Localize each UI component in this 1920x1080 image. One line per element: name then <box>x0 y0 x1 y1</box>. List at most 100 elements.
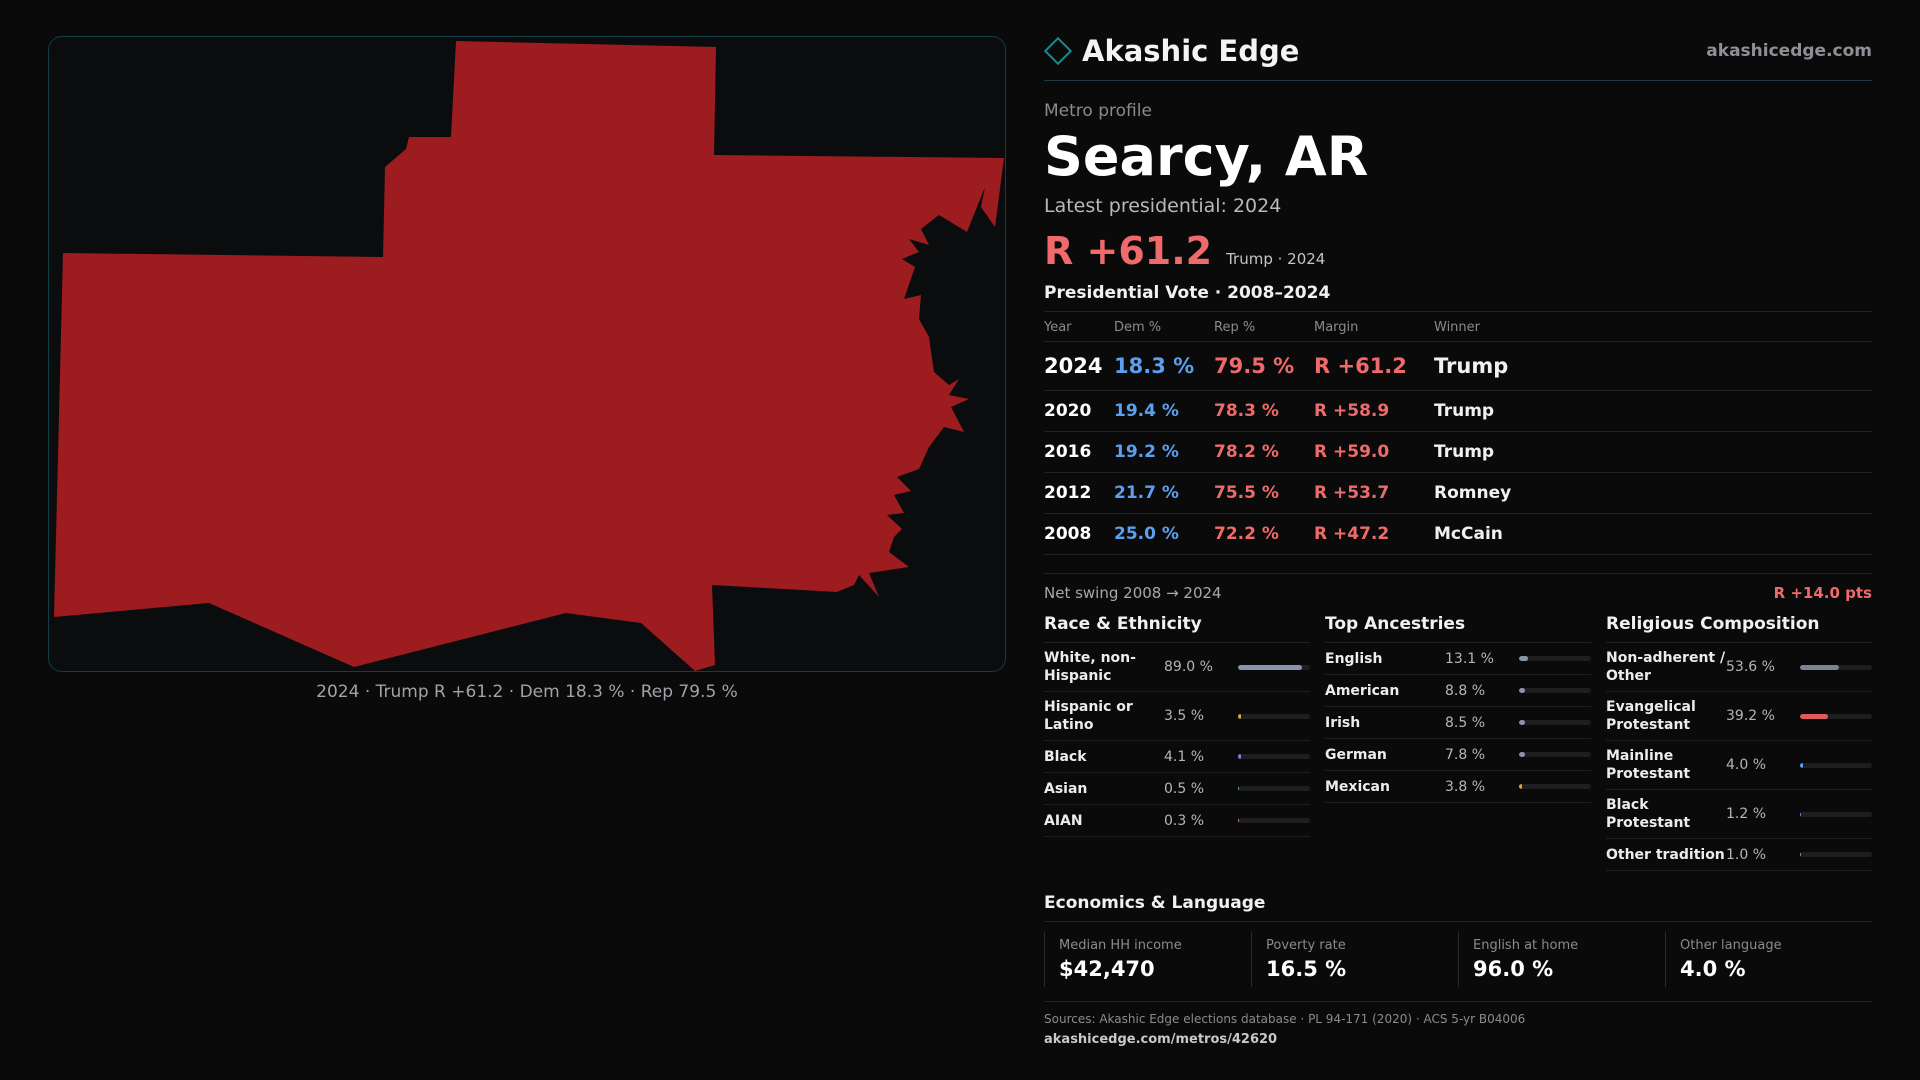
race-value: 0.3 % <box>1164 812 1205 829</box>
brand-name: Akashic Edge <box>1082 34 1300 68</box>
religion-value: 1.0 % <box>1726 846 1767 863</box>
cell-rep: 72.2 % <box>1214 513 1314 555</box>
economics-stat-label: Poverty rate <box>1266 938 1346 953</box>
religion-row: Black Protestant 1.2 % <box>1606 790 1872 839</box>
economics-stat-label: Other language <box>1680 938 1782 953</box>
religion-label: Mainline Protestant <box>1606 748 1691 782</box>
demographics: Race & Ethnicity White, non-Hispanic 89.0… <box>1044 614 1872 871</box>
profile-panel: Akashic Edge akashicedge.com Metro profi… <box>1043 30 1872 1047</box>
ancestry-bar-fill <box>1519 752 1525 757</box>
col-dem: Dem % <box>1114 312 1214 342</box>
ancestry-value: 8.5 % <box>1445 714 1486 731</box>
religion-bar-fill <box>1800 852 1802 857</box>
cell-rep: 75.5 % <box>1214 472 1314 514</box>
religion-label: Other tradition <box>1606 846 1725 863</box>
metro-title: Searcy, AR <box>1044 125 1369 188</box>
sources-text: Sources: Akashic Edge elections database… <box>1044 1012 1526 1026</box>
economics-stats: Median HH income $42,470 Poverty rate 16.5 … <box>1044 932 1872 987</box>
ancestry-label: Mexican <box>1325 778 1390 795</box>
cell-winner: McCain <box>1434 513 1872 555</box>
map-caption: 2024 · Trump R +61.2 · Dem 18.3 % · Rep … <box>316 682 738 702</box>
economics-stat: Median HH income $42,470 <box>1044 932 1251 987</box>
headline-margin-value: R +61.2 <box>1044 229 1213 273</box>
cell-margin: R +47.2 <box>1314 513 1434 555</box>
religion-label: Black Protestant <box>1606 797 1691 831</box>
cell-margin: R +58.9 <box>1314 390 1434 432</box>
ancestry-label: American <box>1325 682 1400 699</box>
col-rep: Rep % <box>1214 312 1314 342</box>
race-bar-fill <box>1238 786 1240 791</box>
economics-title: Economics & Language <box>1044 893 1872 922</box>
race-label: AIAN <box>1044 812 1083 829</box>
cell-margin: R +53.7 <box>1314 472 1434 514</box>
ancestry-row: American 8.8 % <box>1325 675 1591 707</box>
ancestry-label: English <box>1325 650 1383 667</box>
race-section: Race & Ethnicity White, non-Hispanic 89.0… <box>1044 614 1310 871</box>
religion-bar-track <box>1800 811 1872 817</box>
ancestry-bar-fill <box>1519 784 1522 789</box>
cell-winner: Trump <box>1434 341 1872 391</box>
brand-url-link[interactable]: akashicedge.com <box>1706 41 1872 61</box>
ancestry-row: English 13.1 % <box>1325 643 1591 675</box>
religion-bar-fill <box>1800 713 1829 719</box>
religion-bar-track <box>1800 664 1872 670</box>
cell-margin: R +59.0 <box>1314 431 1434 473</box>
sources-url-link[interactable]: akashicedge.com/metros/42620 <box>1044 1032 1278 1047</box>
race-bar-track <box>1238 713 1310 719</box>
economics-stat-value: 16.5 % <box>1266 957 1347 981</box>
net-swing-value: R +14.0 pts <box>1773 584 1872 602</box>
ancestry-row: German 7.8 % <box>1325 739 1591 771</box>
ancestry-value: 3.8 % <box>1445 778 1486 795</box>
ancestry-row: Mexican 3.8 % <box>1325 771 1591 803</box>
presidential-table: Year Dem % Rep % Margin Winner 2024 18.3 … <box>1044 312 1872 555</box>
county-shape-svg <box>54 41 1004 671</box>
ancestry-bar-fill <box>1519 688 1526 693</box>
religion-bar-track <box>1800 713 1872 719</box>
race-bar-track <box>1238 664 1310 670</box>
cell-dem: 18.3 % <box>1114 341 1214 391</box>
ancestry-section: Top Ancestries English 13.1 % American 8.8 … <box>1325 614 1591 871</box>
race-bar-track <box>1238 818 1310 823</box>
ancestry-title: Top Ancestries <box>1325 614 1591 643</box>
county-map <box>48 36 1006 672</box>
religion-value: 39.2 % <box>1726 708 1775 724</box>
race-row: White, non-Hispanic 89.0 % <box>1044 643 1310 692</box>
ancestry-bar-fill <box>1519 656 1529 661</box>
net-swing-label: Net swing 2008 → 2024 <box>1044 584 1222 602</box>
religion-value: 4.0 % <box>1726 757 1767 773</box>
economics-stat: Poverty rate 16.5 % <box>1251 932 1458 987</box>
col-year: Year <box>1044 312 1114 342</box>
cell-year: 2012 <box>1044 472 1114 514</box>
cell-year: 2008 <box>1044 513 1114 555</box>
cell-rep: 79.5 % <box>1214 341 1314 391</box>
county-shape <box>54 41 1004 671</box>
race-value: 4.1 % <box>1164 748 1205 765</box>
ancestry-bar-track <box>1519 752 1591 757</box>
presidential-header-row: Year Dem % Rep % Margin Winner <box>1044 312 1872 342</box>
ancestry-value: 7.8 % <box>1445 746 1486 763</box>
presidential-row: 2016 19.2 % 78.2 % R +59.0 Trump <box>1044 431 1872 473</box>
ancestry-value: 8.8 % <box>1445 682 1486 699</box>
diamond-logo-icon <box>1043 36 1073 66</box>
economics-stat-value: 96.0 % <box>1473 957 1554 981</box>
religion-row: Evangelical Protestant 39.2 % <box>1606 692 1872 741</box>
race-value: 3.5 % <box>1164 708 1205 724</box>
ancestry-value: 13.1 % <box>1445 650 1494 667</box>
ancestry-bar-track <box>1519 688 1591 693</box>
net-swing: Net swing 2008 → 2024 R +14.0 pts <box>1044 573 1872 602</box>
economics-stat-label: English at home <box>1473 938 1579 953</box>
brand-header: Akashic Edge akashicedge.com <box>1043 30 1872 81</box>
race-row: Hispanic or Latino 3.5 % <box>1044 692 1310 741</box>
sources: Sources: Akashic Edge elections database… <box>1044 1001 1872 1047</box>
religion-value: 53.6 % <box>1726 659 1775 675</box>
race-label: Asian <box>1044 780 1088 797</box>
cell-year: 2016 <box>1044 431 1114 473</box>
headline-margin-sub: Trump · 2024 <box>1226 250 1326 268</box>
presidential-row: 2012 21.7 % 75.5 % R +53.7 Romney <box>1044 472 1872 514</box>
cell-margin: R +61.2 <box>1314 341 1434 391</box>
race-bar-fill <box>1238 818 1240 823</box>
religion-bar-fill <box>1800 664 1839 670</box>
religion-bar-track <box>1800 852 1872 857</box>
religion-section: Religious Composition Non-adherent / Oth… <box>1606 614 1872 871</box>
presidential-row: 2008 25.0 % 72.2 % R +47.2 McCain <box>1044 513 1872 555</box>
